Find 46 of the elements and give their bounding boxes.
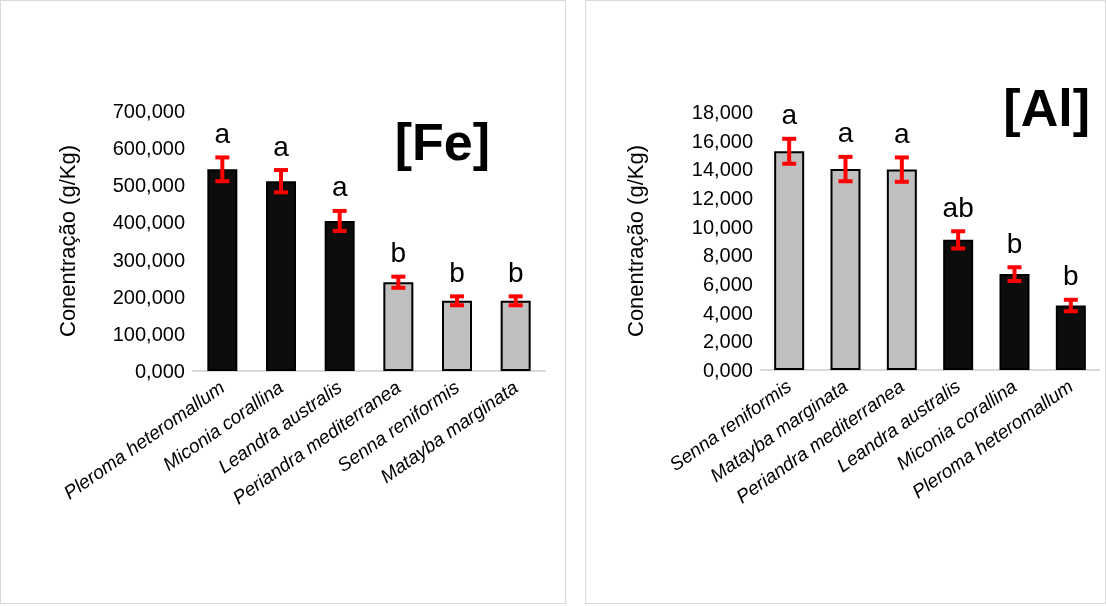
annotation: a xyxy=(331,171,348,203)
y-tick-label: 200,000 xyxy=(112,285,185,308)
y-axis-title: Conentração (g/Kg) xyxy=(622,145,648,337)
annotation: ab xyxy=(942,191,974,223)
y-tick-label: 400,000 xyxy=(112,211,185,234)
y-tick-label: 6,000 xyxy=(702,273,753,295)
chart-title: [Al] xyxy=(1003,79,1091,137)
annotation: a xyxy=(781,99,798,131)
y-tick-label: 12,000 xyxy=(691,187,753,209)
y-tick-label: 500,000 xyxy=(112,174,185,197)
bar xyxy=(442,300,472,371)
y-tick-label: 4,000 xyxy=(702,301,753,324)
y-tick-label: 700,000 xyxy=(112,100,185,122)
y-tick-label: 10,000 xyxy=(691,215,753,238)
y-tick-label: 100,000 xyxy=(112,322,185,345)
annotation: b xyxy=(1063,260,1079,292)
bar xyxy=(500,300,531,371)
annotation: b xyxy=(1006,227,1023,259)
bar xyxy=(943,239,974,370)
bar xyxy=(999,274,1030,370)
y-tick-label: 16,000 xyxy=(691,129,753,152)
y-tick-label: 600,000 xyxy=(112,137,185,160)
y-tick-label: 8,000 xyxy=(702,244,753,267)
bar xyxy=(830,169,861,370)
bar xyxy=(207,169,238,371)
bar xyxy=(266,181,296,371)
bar xyxy=(1055,305,1086,370)
bar xyxy=(774,151,805,370)
bar xyxy=(383,282,414,371)
annotation: a xyxy=(837,117,854,149)
annotation: a xyxy=(894,117,911,149)
y-axis-title: Conentração (g/Kg) xyxy=(54,145,80,337)
annotation: b xyxy=(507,256,524,288)
y-tick-label: 2,000 xyxy=(702,330,753,353)
annotation: b xyxy=(390,237,407,269)
annotation: a xyxy=(273,130,290,162)
annotation: b xyxy=(449,256,465,288)
y-tick-label: 300,000 xyxy=(112,248,185,271)
bar xyxy=(324,220,355,371)
annotation: a xyxy=(214,117,231,149)
y-tick-label: 14,000 xyxy=(691,158,753,181)
y-tick-label: 0,000 xyxy=(702,359,753,381)
y-tick-label: 18,000 xyxy=(691,101,753,123)
bar xyxy=(886,169,917,370)
chart-title: [Fe] xyxy=(394,113,491,171)
y-tick-label: 0,000 xyxy=(134,360,185,382)
